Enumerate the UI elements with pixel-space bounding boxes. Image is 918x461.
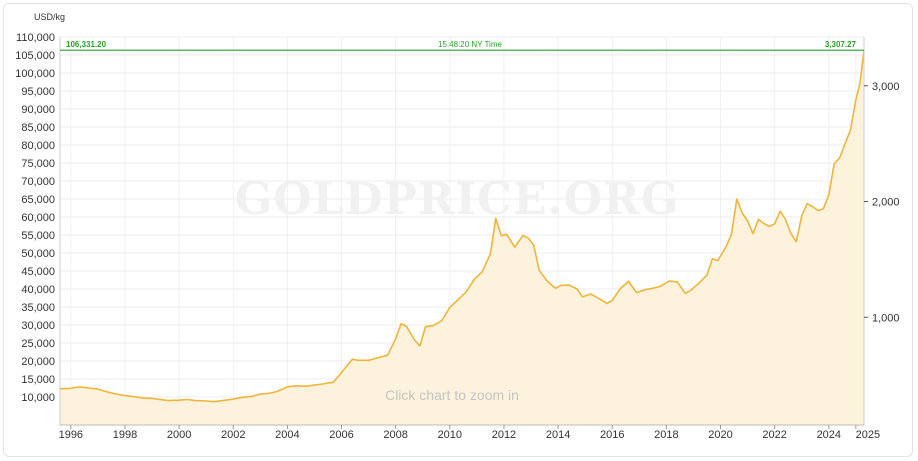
y-left-tick-label: 60,000 bbox=[21, 212, 55, 224]
x-tick-label: 2018 bbox=[654, 429, 678, 441]
left-y-axis-ticks: 10,000 15,000 20,000 25,000 30,000 35,000 40,0… bbox=[15, 32, 55, 404]
current-time-label: 15:48:20 NY Time bbox=[438, 40, 502, 49]
y-left-tick-label: 90,000 bbox=[21, 104, 55, 116]
y-left-tick-label: 45,000 bbox=[21, 266, 55, 278]
x-tick-label: 2016 bbox=[600, 429, 624, 441]
x-tick-label: 2010 bbox=[438, 429, 462, 441]
y-left-tick-label: 65,000 bbox=[21, 194, 55, 206]
current-price-usd-kg: 106,331.20 bbox=[66, 40, 107, 49]
x-tick-label: 1998 bbox=[113, 429, 137, 441]
x-tick-label: 2024 bbox=[817, 429, 841, 441]
price-area-fill bbox=[60, 50, 864, 426]
y-left-tick-label: 25,000 bbox=[21, 338, 55, 350]
y-left-tick-label: 30,000 bbox=[21, 320, 55, 332]
y-left-tick-label: 100,000 bbox=[15, 68, 55, 80]
x-tick-label: 2022 bbox=[762, 429, 786, 441]
y-left-tick-label: 75,000 bbox=[21, 158, 55, 170]
y-left-tick-label: 20,000 bbox=[21, 356, 55, 368]
axes bbox=[59, 37, 865, 426]
y-left-tick-label: 85,000 bbox=[21, 122, 55, 134]
y-left-tick-label: 105,000 bbox=[15, 50, 55, 62]
x-tick-label: 2012 bbox=[492, 429, 516, 441]
x-tick-label: 2000 bbox=[167, 429, 191, 441]
x-tick-label: 1996 bbox=[59, 429, 83, 441]
x-tick-label: 2004 bbox=[275, 429, 299, 441]
x-tick-label: 2006 bbox=[329, 429, 353, 441]
y-left-tick-label: 40,000 bbox=[21, 284, 55, 296]
left-axis-unit-label: USD/kg bbox=[34, 12, 65, 22]
watermark-text: GOLDPRICE.ORG bbox=[235, 174, 680, 225]
y-left-tick-label: 35,000 bbox=[21, 302, 55, 314]
y-right-tick-label: 1,000 bbox=[872, 312, 900, 324]
x-axis-ticks: 1996 1998 2000 2002 2004 2006 2008 2010 2012 2014… bbox=[59, 425, 880, 441]
x-tick-label: 2008 bbox=[383, 429, 407, 441]
y-left-tick-label: 110,000 bbox=[16, 32, 55, 44]
y-left-tick-label: 80,000 bbox=[21, 140, 55, 152]
right-y-axis-ticks: 1,000 2,000 3,000 bbox=[864, 81, 900, 324]
x-tick-label: 2002 bbox=[221, 429, 245, 441]
y-right-tick-label: 3,000 bbox=[872, 81, 900, 93]
current-price-usd-oz: 3,307.27 bbox=[825, 40, 857, 49]
x-tick-label: 2025 bbox=[856, 429, 880, 441]
x-tick-label: 2014 bbox=[546, 429, 570, 441]
y-left-tick-label: 55,000 bbox=[21, 230, 55, 242]
y-left-tick-label: 70,000 bbox=[21, 176, 55, 188]
y-left-tick-label: 95,000 bbox=[21, 86, 55, 98]
y-left-tick-label: 50,000 bbox=[21, 248, 55, 260]
price-line bbox=[59, 50, 865, 403]
x-tick-label: 2020 bbox=[708, 429, 732, 441]
zoom-hint-text: Click chart to zoom in bbox=[385, 387, 519, 403]
y-right-tick-label: 2,000 bbox=[872, 197, 900, 209]
y-left-tick-label: 15,000 bbox=[21, 374, 55, 386]
y-left-tick-label: 10,000 bbox=[21, 392, 55, 404]
